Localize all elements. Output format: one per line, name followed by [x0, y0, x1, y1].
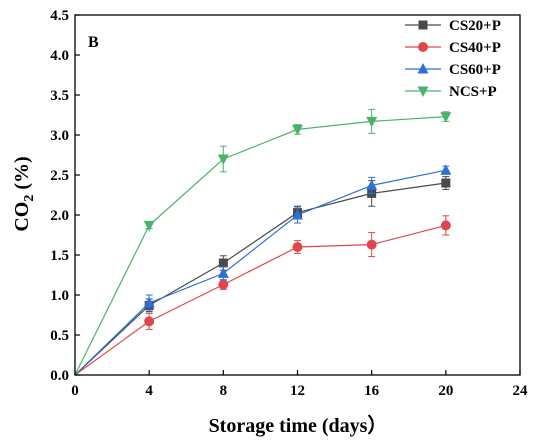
y-tick-label: 2.5: [50, 168, 69, 184]
y-axis-title-unit: (%): [11, 156, 33, 194]
legend-marker: [417, 86, 429, 97]
y-tick-label: 0.0: [50, 368, 69, 384]
series-CS20+P: [74, 176, 451, 376]
y-tick-label: 1.5: [50, 248, 69, 264]
data-point: [218, 279, 229, 290]
x-tick-label: 4: [145, 383, 153, 399]
series-line: [74, 169, 446, 376]
series-line: [74, 224, 446, 376]
legend: CS20+P CS40+P CS60+P NCS+P: [405, 18, 501, 100]
data-point: [217, 154, 229, 165]
data-point: [366, 179, 378, 190]
x-tick-label: 8: [220, 383, 228, 399]
data-point: [144, 316, 155, 327]
data-point: [217, 267, 229, 278]
y-axis-title: CO2 (%): [11, 156, 37, 231]
legend-marker: [418, 20, 428, 30]
data-point: [366, 116, 378, 128]
legend-marker: [417, 63, 429, 74]
x-tick-label: 12: [290, 383, 305, 399]
data-point: [143, 297, 155, 308]
axes: 0 4 8 12 16 20 24 0.0 0.5 1.0 1.5 2.0 2.5 3.0 3.5 4.0 4.…: [50, 8, 528, 399]
x-tick-label: 0: [71, 383, 79, 399]
y-tick-label: 4.0: [50, 48, 69, 64]
legend-label: CS60+P: [449, 62, 501, 78]
series-CS60+P: [74, 164, 452, 376]
legend-label: CS20+P: [449, 18, 501, 34]
y-axis-title-subscript: 2: [22, 195, 37, 202]
plot-area: [74, 108, 452, 376]
x-tick-label: 20: [438, 383, 453, 399]
panel-label: B: [88, 34, 99, 51]
y-tick-label: 2.0: [50, 208, 69, 224]
series-NCS+P: [74, 108, 452, 376]
legend-label: CS40+P: [449, 40, 501, 56]
y-tick-label: 1.0: [50, 288, 69, 304]
x-axis-title: Storage time (days）: [209, 414, 388, 437]
x-tick-label: 16: [364, 383, 380, 399]
data-point: [218, 258, 228, 268]
data-point: [292, 242, 303, 252]
legend-item-NCS+P: NCS+P: [405, 84, 497, 100]
x-tick-label: 24: [513, 383, 529, 399]
y-tick-label: 3.0: [50, 128, 69, 144]
legend-item-CS40+P: CS40+P: [405, 40, 501, 56]
y-tick-label: 4.5: [50, 8, 69, 24]
data-point: [292, 209, 303, 220]
legend-item-CS60+P: CS60+P: [405, 62, 501, 78]
data-point: [440, 164, 452, 175]
data-point: [440, 112, 452, 123]
series-CS40+P: [74, 215, 451, 376]
y-tick-label: 0.5: [50, 328, 69, 344]
data-point: [292, 124, 303, 136]
data-point: [441, 178, 451, 188]
data-point: [143, 220, 155, 232]
y-axis-title-main: CO: [11, 202, 33, 232]
data-point: [366, 239, 377, 250]
data-point: [440, 220, 451, 231]
y-tick-label: 3.5: [50, 88, 69, 104]
legend-label: NCS+P: [449, 84, 497, 100]
legend-item-CS20+P: CS20+P: [405, 18, 501, 34]
series-line: [74, 116, 446, 376]
legend-marker: [418, 42, 428, 52]
series-line: [74, 182, 446, 376]
